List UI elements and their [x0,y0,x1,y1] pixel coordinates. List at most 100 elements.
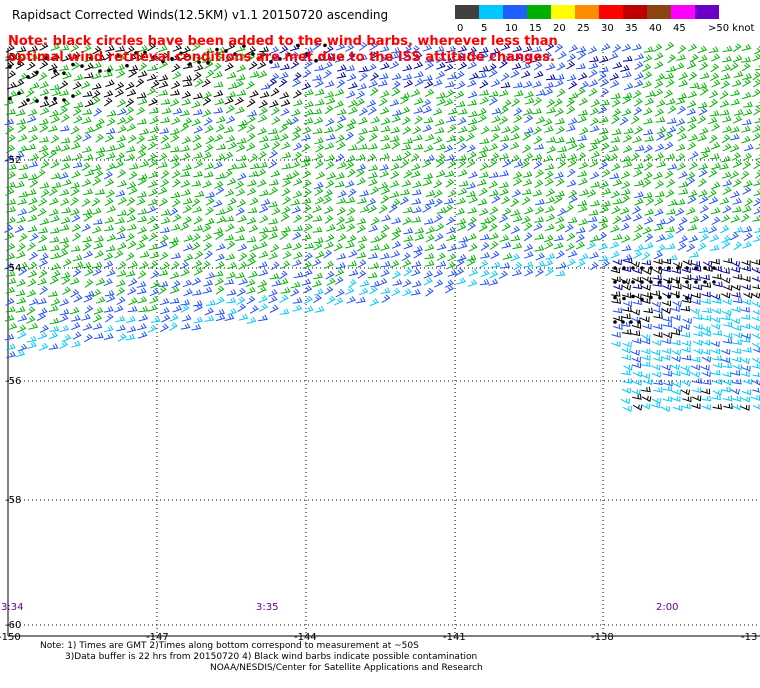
wind-barb [201,260,211,270]
flag-circle [260,53,264,57]
wind-barb [500,72,510,82]
wind-barb [6,171,16,180]
wind-barb [421,98,432,108]
wind-barb [612,178,623,187]
wind-barb [336,141,346,150]
wind-barb [117,261,127,270]
wind-barb [270,169,281,178]
wind-barb [544,240,554,250]
wind-barb [480,269,490,278]
wind-barb [301,82,312,91]
wind-barb [336,108,347,116]
flag-circle [613,280,617,284]
wind-barb [6,206,16,213]
wind-barb [205,191,216,199]
wind-barb [661,258,672,265]
wind-barb [719,90,729,100]
wind-barb [731,284,741,291]
wind-barb [499,59,508,69]
wind-barb [742,186,752,195]
wind-barb [535,116,546,124]
wind-barb [246,216,257,225]
wind-barb [707,225,718,234]
wind-barb [248,270,258,279]
wind-barb [160,52,169,62]
wind-barb [214,277,224,286]
wind-barb [751,276,760,283]
wind-barb [27,270,38,278]
wind-barb [117,169,126,179]
wind-barb [576,63,586,70]
wind-barb [116,69,126,79]
wind-barb [72,254,83,262]
wind-barb [433,78,443,87]
wind-barb [479,80,489,89]
wind-barb [224,96,234,105]
wind-barb [278,78,288,88]
wind-barb [106,205,117,213]
wind-barb [39,100,50,108]
wind-barb [434,233,444,242]
wind-barb [17,54,27,63]
wind-barb [664,232,674,241]
wind-barb [402,259,412,268]
wind-barb [279,270,288,280]
wind-barb [147,215,157,225]
wind-barb [369,262,380,269]
wind-barb [587,189,597,198]
wind-barb [682,396,692,403]
wind-barb [599,66,609,73]
wind-barb [92,314,103,323]
wind-barb [554,73,565,81]
wind-barb [48,99,58,108]
wind-barb [722,45,733,52]
wind-barb [609,145,619,153]
wind-barb [358,116,368,125]
wind-barb [411,260,422,268]
wind-barb [730,89,740,97]
wind-barb [612,233,623,241]
wind-barb [180,51,190,60]
wind-barb [280,99,291,107]
wind-barb [556,62,566,71]
wind-barb [214,98,225,106]
wind-barb [566,124,576,132]
flag-circle [179,51,183,56]
wind-barb [731,395,741,402]
wind-barb [125,106,135,116]
wind-barb [643,107,653,116]
wind-barb [279,124,288,133]
wind-barb [447,107,458,115]
wind-barb [70,277,80,285]
wind-barb [630,261,640,268]
wind-barb [246,124,256,133]
wind-barb [313,116,324,125]
wind-barb [105,313,114,323]
wind-barb [644,233,654,243]
wind-barb [523,127,534,134]
wind-barb [499,188,509,196]
wind-barb [368,133,378,142]
wind-barb [193,54,203,64]
lat-label-50: -50 [5,52,21,63]
wind-barb [246,187,257,196]
legend-tick-label: 25 [577,23,590,34]
wind-barb [84,62,94,71]
wind-barb [677,44,687,54]
legend-swatches [455,5,719,19]
wind-barb [116,98,127,108]
wind-barb [610,79,620,89]
wind-barb [95,54,106,62]
flag-circle [116,53,120,57]
wind-barb [158,89,169,96]
wind-barb [599,205,609,214]
wind-barb [179,260,190,270]
wind-barb [620,222,630,231]
wind-barb [642,226,652,235]
wind-barb [48,187,58,197]
wind-barb [523,108,533,116]
wind-barb [246,98,256,108]
wind-barb [191,118,201,127]
wind-barb [680,389,691,396]
wind-barb [433,214,443,223]
